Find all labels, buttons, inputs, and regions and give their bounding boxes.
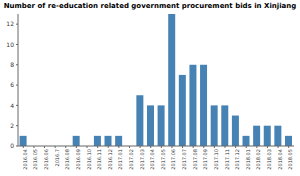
svg-text:6: 6 xyxy=(10,81,14,88)
svg-text:2016.06: 2016.06 xyxy=(43,149,49,170)
svg-text:2018.01: 2018.01 xyxy=(245,149,251,170)
svg-text:2016.08: 2016.08 xyxy=(64,149,70,170)
svg-text:2017.12: 2017.12 xyxy=(234,149,240,170)
svg-text:12: 12 xyxy=(8,20,14,27)
svg-text:2016.09: 2016.09 xyxy=(75,149,81,170)
svg-text:4: 4 xyxy=(10,102,14,109)
svg-text:2018.02: 2018.02 xyxy=(255,149,261,170)
svg-text:10: 10 xyxy=(8,41,14,48)
svg-text:2017.03: 2017.03 xyxy=(139,149,145,170)
svg-text:2018.05: 2018.05 xyxy=(287,149,292,170)
svg-text:2017.07: 2017.07 xyxy=(181,149,187,170)
svg-text:2018.03: 2018.03 xyxy=(266,149,272,170)
svg-text:2017.05: 2017.05 xyxy=(160,149,166,170)
svg-text:2017.06: 2017.06 xyxy=(170,149,176,170)
svg-text:2017.09: 2017.09 xyxy=(202,149,208,170)
svg-text:2018.04: 2018.04 xyxy=(277,149,283,170)
svg-text:2016.11: 2016.11 xyxy=(96,149,102,170)
svg-text:2017.01: 2017.01 xyxy=(117,149,123,170)
svg-text:2: 2 xyxy=(10,122,14,129)
svg-text:2017.08: 2017.08 xyxy=(192,149,198,170)
svg-text:0: 0 xyxy=(10,142,14,149)
svg-text:2016.7: 2016.7 xyxy=(54,149,60,167)
html-text:Number of re-education related: Number of re-education related governmen… xyxy=(3,2,297,10)
svg-text:2017.10: 2017.10 xyxy=(213,149,219,170)
svg-text:2017.11: 2017.11 xyxy=(224,149,230,170)
svg-text:2016.04: 2016.04 xyxy=(22,149,28,170)
svg-text:2016.10: 2016.10 xyxy=(86,149,92,170)
svg-text:2016.05: 2016.05 xyxy=(32,149,38,170)
svg-text:2017.02: 2017.02 xyxy=(128,149,134,170)
svg-text:2017.04: 2017.04 xyxy=(149,149,155,170)
svg-text:8: 8 xyxy=(10,61,14,68)
svg-text:2016.12: 2016.12 xyxy=(107,149,113,170)
